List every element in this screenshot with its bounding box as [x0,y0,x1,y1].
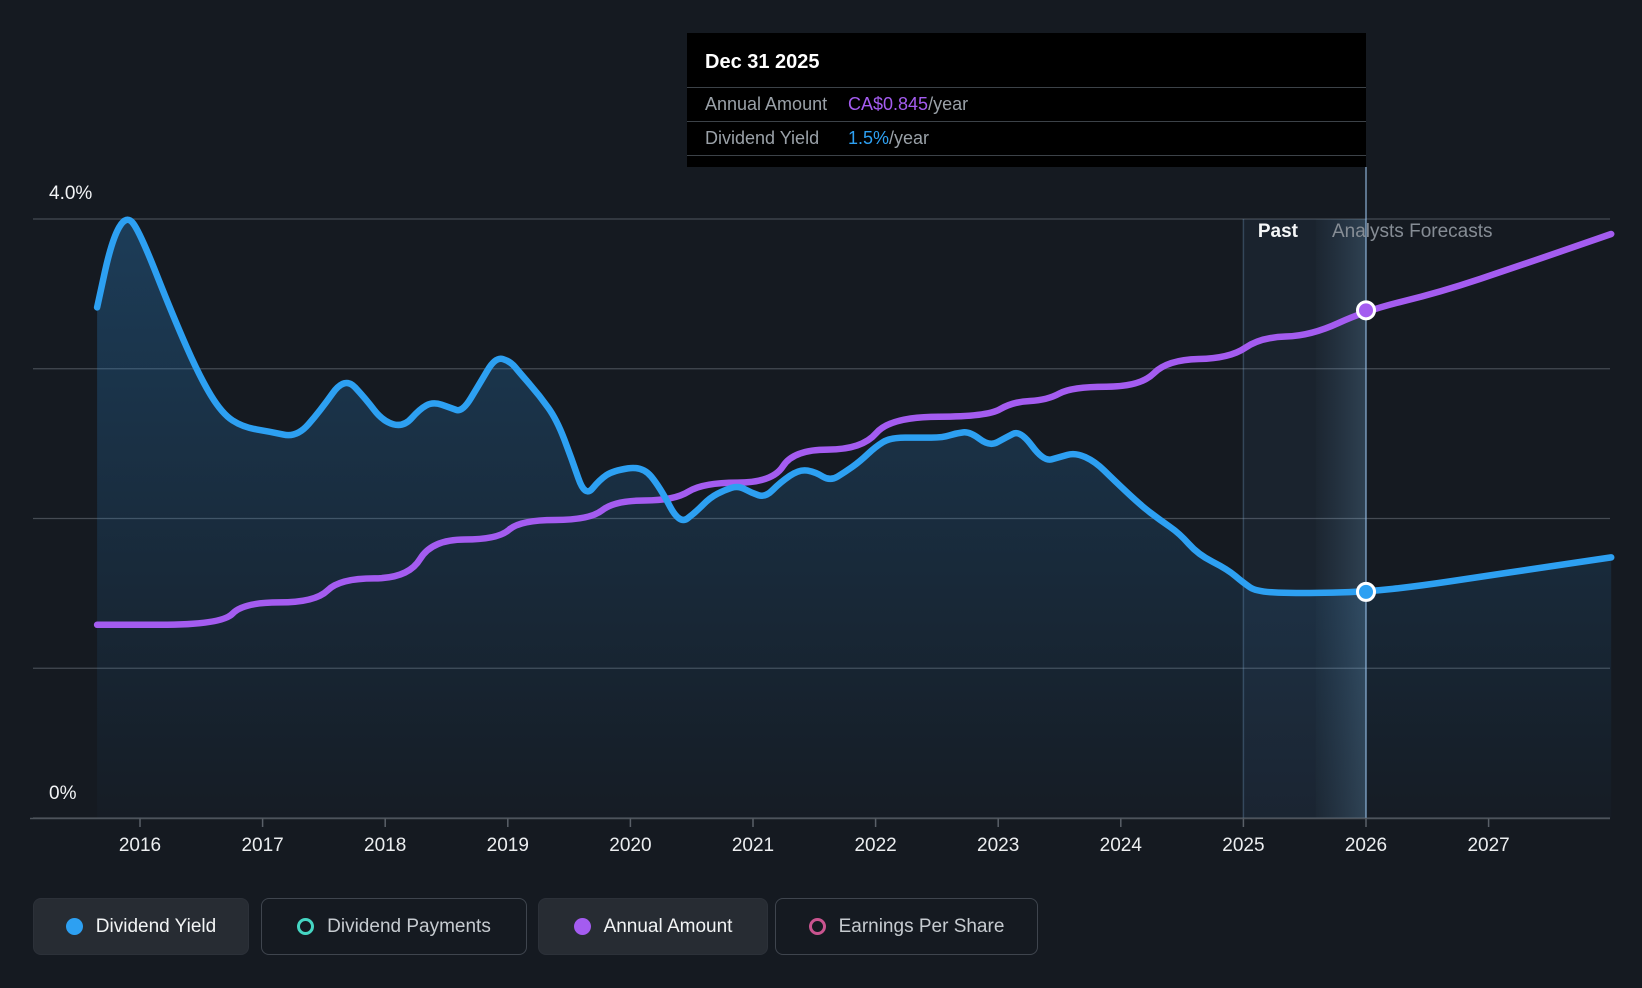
tooltip-date: Dec 31 2025 [705,50,820,73]
legend-label: Annual Amount [603,915,733,937]
legend-button-dividend-yield[interactable]: Dividend Yield [33,898,249,955]
x-axis-label: 2026 [1345,835,1387,856]
x-axis-label: 2021 [732,835,774,856]
x-axis-label: 2020 [609,835,651,856]
legend-button-earnings-per-share[interactable]: Earnings Per Share [775,898,1038,955]
x-axis-label: 2016 [119,835,161,856]
earnings-per-share-ring-icon [808,918,826,935]
tooltip-row-annual-amount: Annual Amount CA$0.845 /year [687,87,1366,121]
tooltip-suffix: /year [889,128,930,148]
legend-button-dividend-payments[interactable]: Dividend Payments [261,898,527,955]
annual-amount-dot-icon [573,918,591,935]
past-label: Past [1257,221,1298,242]
x-axis-label: 2022 [854,835,896,856]
tooltip-value: CA$0.845 [848,94,929,114]
dividend-yield-area [97,219,1612,818]
annual-amount-marker[interactable] [1356,300,1376,321]
y-axis-label-top: 4.0% [49,183,93,204]
dividend-yield-marker[interactable] [1356,581,1376,602]
legend-label: Dividend Yield [95,915,217,937]
y-axis-label-bottom: 0% [49,783,77,804]
dividend-payments-ring-icon [297,918,315,935]
x-axis-label: 2024 [1100,835,1143,856]
tooltip-suffix: /year [928,94,969,114]
tooltip-value: 1.5% [848,128,890,148]
tooltip-row-dividend-yield: Dividend Yield 1.5% /year [687,121,1366,155]
legend-label: Earnings Per Share [838,915,1005,937]
legend: Dividend Yield Dividend Payments Annual … [0,898,1642,955]
legend-button-annual-amount[interactable]: Annual Amount [538,898,768,955]
x-axis-label: 2018 [364,835,406,856]
tooltip-bottom-rule [687,155,1366,171]
dividend-yield-line [93,216,1615,597]
x-axis-label: 2017 [241,835,283,856]
analysts-forecasts-label: Analysts Forecasts [1332,221,1493,242]
x-axis-label: 2025 [1222,835,1264,856]
annual-amount-line [93,230,1615,629]
dividend-yield-dot-icon [65,918,83,935]
tooltip-label: Dividend Yield [705,128,820,148]
past-band [1243,219,1316,818]
legend-label: Dividend Payments [327,915,491,937]
chart-tooltip: Dec 31 2025 Annual Amount CA$0.845 /year… [687,33,1366,167]
x-axis-label: 2027 [1467,835,1509,856]
x-axis-label: 2023 [977,835,1019,856]
tooltip-label: Annual Amount [705,94,828,114]
x-axis-label: 2019 [487,835,529,856]
